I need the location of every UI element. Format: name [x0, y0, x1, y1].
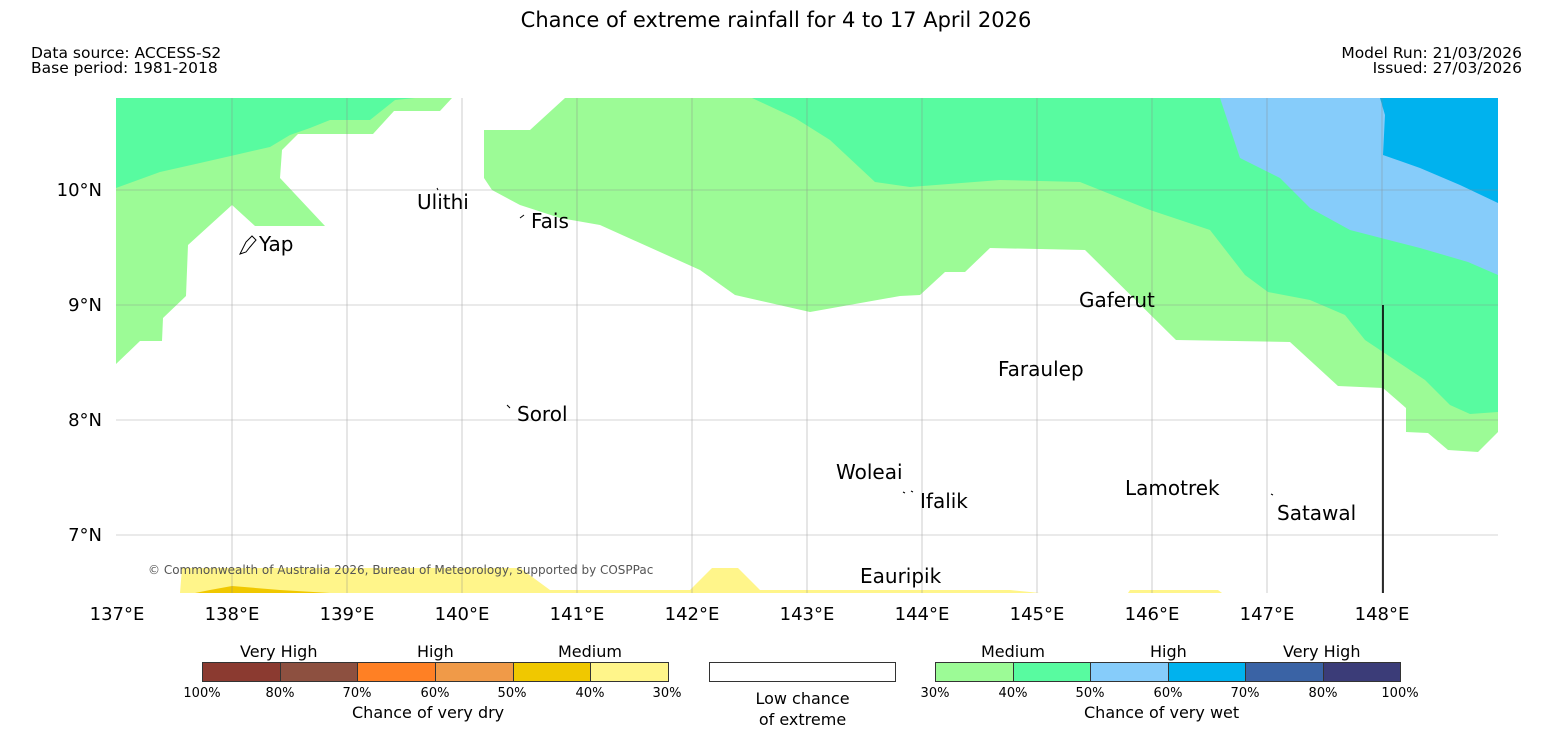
base-period-text: Base period: 1981-2018: [31, 59, 218, 77]
place-yap: Yap: [258, 232, 293, 256]
dry-tick: 70%: [342, 686, 372, 701]
dry-tick: 50%: [497, 686, 527, 701]
wet-swatch: [1246, 663, 1324, 681]
yap-island: [239, 235, 257, 255]
place-lamotrek: Lamotrek: [1125, 476, 1220, 500]
wet-group-very-high: Very High: [1283, 642, 1361, 661]
wet-tick: 100%: [1381, 686, 1419, 701]
lat-label: 10°N: [57, 180, 102, 201]
place-satawal: Satawal: [1277, 501, 1356, 525]
map-title: Chance of extreme rainfall for 4 to 17 A…: [520, 8, 1032, 32]
place-eauripik: Eauripik: [860, 564, 942, 588]
wet-tick: 60%: [1153, 686, 1183, 701]
wet-legend-caption: Chance of very wet: [1084, 703, 1240, 722]
model-run-text: Model Run: 21/03/2026: [1341, 44, 1522, 62]
wet-swatch: [1091, 663, 1169, 681]
satawal-island: [1270, 493, 1274, 496]
place-ifalik: Ifalik: [920, 489, 968, 513]
lon-label: 147°E: [1240, 604, 1295, 625]
neutral-caption-line2: of extreme: [758, 710, 847, 729]
place-woleai: Woleai: [836, 460, 903, 484]
wet-group-high: High: [1150, 642, 1187, 661]
wet-tick: 40%: [998, 686, 1028, 701]
ifalik-island: [902, 490, 914, 494]
dry-group-high: High: [417, 642, 454, 661]
wet-swatch: [1168, 663, 1246, 681]
lon-label: 141°E: [550, 604, 605, 625]
fais-island: [519, 214, 525, 219]
dry-swatch: [513, 663, 592, 681]
lat-label: 8°N: [68, 410, 102, 431]
wet-swatch: [1013, 663, 1091, 681]
ulithi-island: [436, 187, 439, 191]
lon-label: 142°E: [665, 604, 720, 625]
wet-tick: 30%: [920, 686, 950, 701]
dry-40-50-region: [195, 586, 330, 593]
dry-tick: 40%: [575, 686, 605, 701]
dry-group-very-high: Very High: [240, 642, 318, 661]
lat-label: 9°N: [68, 295, 102, 316]
wet-60-70-region: [1380, 98, 1498, 203]
island-outlines: [239, 187, 1274, 496]
wet-swatch: [936, 663, 1014, 681]
data-source-info: Data source: ACCESS-S2 Base period: 1981…: [31, 44, 222, 77]
model-run-info: Model Run: 21/03/2026 Issued: 27/03/2026: [1341, 44, 1522, 77]
wet-group-medium: Medium: [981, 642, 1045, 661]
wet-tick: 70%: [1230, 686, 1260, 701]
neutral-color-box: [709, 662, 896, 682]
wet-swatch: [1323, 663, 1400, 681]
dry-30-40-region-east: [1128, 590, 1222, 593]
place-sorol: Sorol: [517, 402, 568, 426]
wet-color-bar: [935, 662, 1401, 682]
lon-label: 140°E: [435, 604, 490, 625]
lon-label: 139°E: [320, 604, 375, 625]
dry-30-40-region: [180, 568, 1040, 593]
copyright-notice: © Commonwealth of Australia 2026, Bureau…: [148, 563, 653, 577]
neutral-caption-line1: Low chance: [755, 689, 850, 708]
dry-tick: 100%: [183, 686, 221, 701]
rainfall-map: Ulithi Fais Yap Gaferut Faraulep Sorol W…: [57, 98, 1498, 625]
place-fais: Fais: [531, 209, 569, 233]
place-faraulep: Faraulep: [998, 357, 1084, 381]
dry-tick: 60%: [420, 686, 450, 701]
data-source-text: Data source: ACCESS-S2: [31, 44, 222, 62]
lat-label: 7°N: [68, 525, 102, 546]
lon-label: 137°E: [90, 604, 145, 625]
lon-label: 145°E: [1010, 604, 1065, 625]
wet-tick: 50%: [1075, 686, 1105, 701]
place-ulithi: Ulithi: [417, 190, 469, 214]
dry-tick: 80%: [265, 686, 295, 701]
wet-40-50-region: [116, 98, 415, 188]
dry-swatch: [358, 663, 437, 681]
wet-tick: 80%: [1308, 686, 1338, 701]
dry-swatch: [436, 663, 514, 681]
issued-text: Issued: 27/03/2026: [1372, 59, 1522, 77]
lon-label: 143°E: [780, 604, 835, 625]
lon-label: 138°E: [205, 604, 260, 625]
map-gridlines: [116, 98, 1498, 593]
lon-label: 148°E: [1355, 604, 1410, 625]
dry-legend-caption: Chance of very dry: [352, 703, 505, 722]
dry-group-medium: Medium: [558, 642, 622, 661]
sorol-island: [506, 404, 511, 409]
dry-tick: 30%: [652, 686, 682, 701]
place-gaferut: Gaferut: [1079, 288, 1155, 312]
dry-swatch: [280, 663, 359, 681]
lon-label: 144°E: [895, 604, 950, 625]
dry-swatch: [591, 663, 669, 681]
neutral-legend-caption: Low chance of extreme: [709, 688, 896, 730]
lon-label: 146°E: [1125, 604, 1180, 625]
dry-swatch: [203, 663, 281, 681]
dry-color-bar: [202, 662, 669, 682]
